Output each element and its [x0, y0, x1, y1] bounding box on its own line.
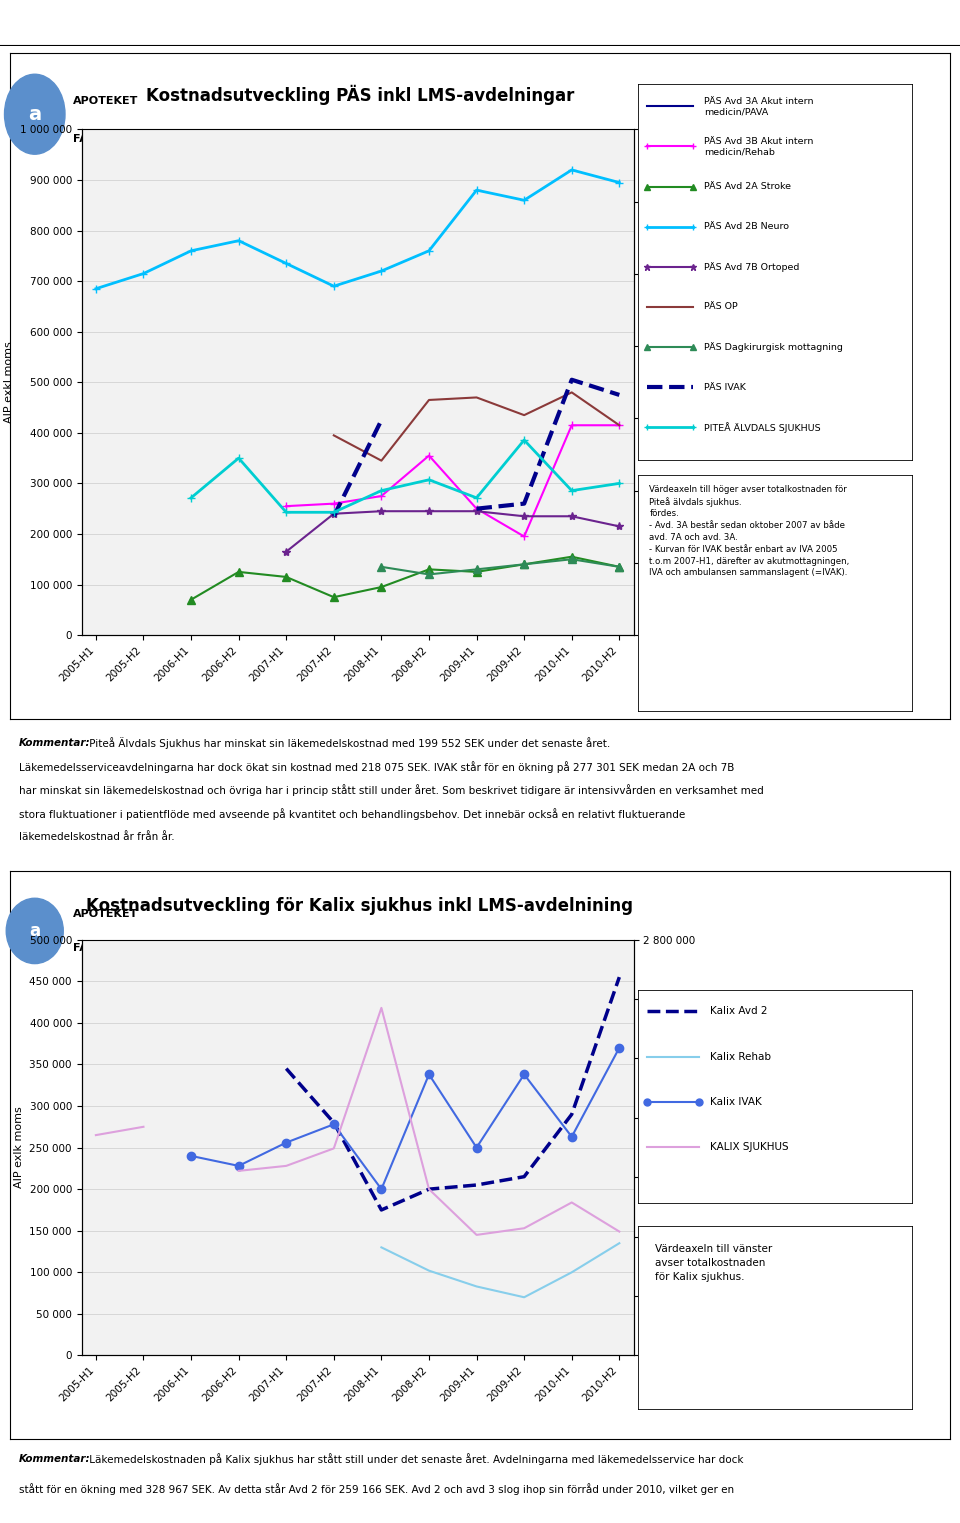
Text: Kostnadsutveckling för Kalix sjukhus inkl LMS-avdelnining: Kostnadsutveckling för Kalix sjukhus ink… [86, 897, 634, 915]
Text: Exklusive ATC-grupp B och L, 2005-2010: Exklusive ATC-grupp B och L, 2005-2010 [233, 950, 487, 963]
Text: PÄS Avd 3B Akut intern
medicin/Rehab: PÄS Avd 3B Akut intern medicin/Rehab [704, 137, 813, 157]
Text: PITEÅ ÄLVDALS SJUKHUS: PITEÅ ÄLVDALS SJUKHUS [704, 422, 821, 433]
Text: Piteå Älvdals Sjukhus har minskat sin läkemedelskostnad med 199 552 SEK under de: Piteå Älvdals Sjukhus har minskat sin lä… [86, 737, 611, 749]
Text: Kommentar:: Kommentar: [19, 737, 91, 748]
Text: läkemedelskostnad år från år.: läkemedelskostnad år från år. [19, 832, 175, 842]
Y-axis label: AIP exlk moms: AIP exlk moms [13, 1107, 24, 1188]
Text: Kalix IVAK: Kalix IVAK [709, 1097, 761, 1107]
Text: Kalix Avd 2: Kalix Avd 2 [709, 1007, 767, 1016]
Text: PÄS Avd 3A Akut intern
medicin/PAVA: PÄS Avd 3A Akut intern medicin/PAVA [704, 96, 813, 116]
Text: PÄS Avd 7B Ortoped: PÄS Avd 7B Ortoped [704, 262, 800, 271]
Text: KALIX SJUKHUS: KALIX SJUKHUS [709, 1142, 788, 1153]
Text: a: a [29, 921, 40, 940]
Text: APOTEKET: APOTEKET [73, 96, 138, 105]
Text: stått för en ökning med 328 967 SEK. Av detta står Avd 2 för 259 166 SEK. Avd 2 : stått för en ökning med 328 967 SEK. Av … [19, 1483, 734, 1494]
Text: FARMACI: FARMACI [73, 134, 128, 145]
Text: PÄS Avd 2B Neuro: PÄS Avd 2B Neuro [704, 222, 789, 231]
Text: PÄS Dagkirurgisk mottagning: PÄS Dagkirurgisk mottagning [704, 343, 843, 352]
Text: har minskat sin läkemedelskostnad och övriga har i princip stått still under åre: har minskat sin läkemedelskostnad och öv… [19, 784, 764, 797]
Text: APOTEKET: APOTEKET [73, 909, 138, 918]
Text: Värdeaxeln till vänster
avser totalkostnaden
för Kalix sjukhus.: Värdeaxeln till vänster avser totalkostn… [655, 1244, 772, 1282]
Text: Kommentar:: Kommentar: [19, 1453, 91, 1464]
Text: Läkemedelskostnaden på Kalix sjukhus har stått still under det senaste året. Avd: Läkemedelskostnaden på Kalix sjukhus har… [86, 1453, 744, 1465]
Text: Kostnadsutveckling PÄS inkl LMS-avdelningar: Kostnadsutveckling PÄS inkl LMS-avdelnin… [146, 85, 574, 105]
Text: Kalix Rehab: Kalix Rehab [709, 1051, 771, 1062]
Circle shape [5, 75, 65, 154]
Text: Exklusive ATC-grupp B och L, 2005-2010: Exklusive ATC-grupp B och L, 2005-2010 [233, 142, 487, 155]
Text: FARMACI: FARMACI [73, 943, 128, 953]
Text: a: a [28, 105, 41, 123]
Y-axis label: AIP exkl moms: AIP exkl moms [4, 341, 14, 423]
Text: Värdeaxeln till höger avser totalkostnaden för
Piteå älvdals sjukhus.
fördes.
- : Värdeaxeln till höger avser totalkostnad… [649, 484, 850, 577]
Text: PÄS IVAK: PÄS IVAK [704, 382, 746, 391]
Text: stora fluktuationer i patientflöde med avseende på kvantitet och behandlingsbeho: stora fluktuationer i patientflöde med a… [19, 809, 685, 819]
Text: PÄS Avd 2A Stroke: PÄS Avd 2A Stroke [704, 183, 791, 190]
Circle shape [6, 899, 63, 964]
Text: PÄS OP: PÄS OP [704, 303, 738, 312]
Text: Läkemedelsserviceavdelningarna har dock ökat sin kostnad med 218 075 SEK. IVAK s: Läkemedelsserviceavdelningarna har dock … [19, 762, 734, 774]
